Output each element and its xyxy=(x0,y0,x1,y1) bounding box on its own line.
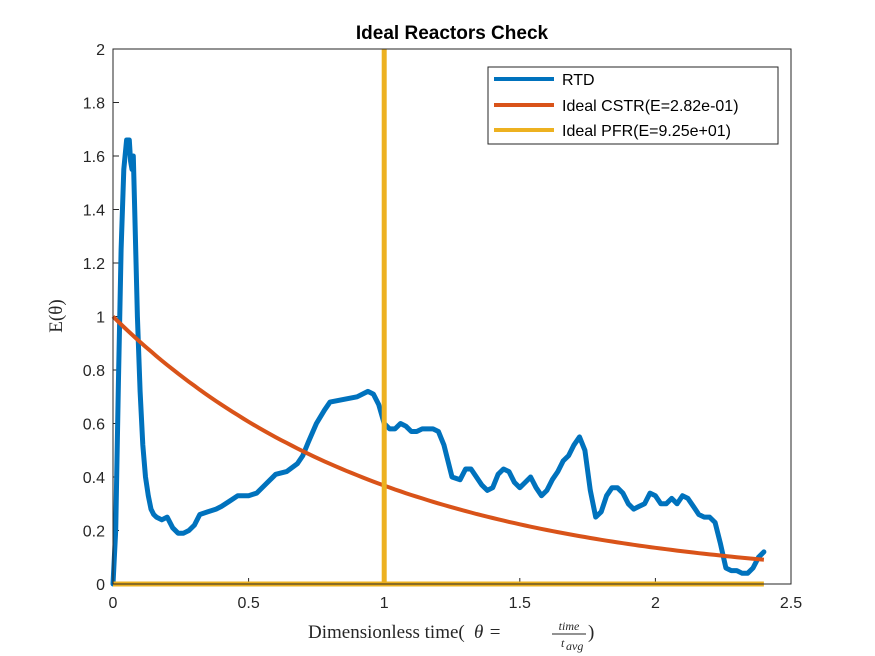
legend-label-rtd: RTD xyxy=(562,72,595,89)
x-tick-label: 2 xyxy=(651,595,660,612)
x-axis: 0 0.5 1 1.5 2 2.5 xyxy=(109,578,802,612)
legend: RTD Ideal CSTR(E=2.82e-01) Ideal PFR(E=9… xyxy=(487,66,779,145)
x-tick-label: 0 xyxy=(109,595,118,612)
legend-label-pfr: Ideal PFR(E=9.25e+01) xyxy=(562,123,731,140)
y-tick-label: 0.2 xyxy=(83,524,105,541)
y-tick-label: 1.2 xyxy=(83,256,105,273)
y-tick-label: 1.8 xyxy=(83,96,105,113)
x-axis-label: Dimensionless time( θ = time t avg ) xyxy=(308,619,594,653)
series-line-rtd xyxy=(110,137,767,587)
chart-title: Ideal Reactors Check xyxy=(356,23,549,44)
series-line-cstr xyxy=(111,315,765,562)
y-tick-label: 0.8 xyxy=(83,363,105,380)
y-tick-label: 0.6 xyxy=(83,417,105,434)
x-tick-label: 2.5 xyxy=(780,595,802,612)
x-tick-label: 0.5 xyxy=(237,595,259,612)
plot-box xyxy=(112,48,792,585)
y-tick-label: 1 xyxy=(96,310,105,327)
x-axis-label-equals: = xyxy=(485,622,505,643)
y-tick-label: 1.4 xyxy=(83,203,105,220)
y-tick-label: 0.4 xyxy=(83,470,105,487)
y-axis-label: E(θ) xyxy=(46,299,67,332)
x-axis-label-denominator-sub: avg xyxy=(566,639,583,653)
x-axis-label-numerator: time xyxy=(559,619,580,633)
y-tick-label: 2 xyxy=(96,42,105,59)
x-tick-label: 1 xyxy=(380,595,389,612)
x-axis-label-theta: θ xyxy=(474,622,483,643)
x-axis-label-prefix: Dimensionless time( xyxy=(308,622,465,643)
y-tick-label: 0 xyxy=(96,577,105,594)
x-tick-label: 1.5 xyxy=(509,595,531,612)
x-axis-label-denominator: t xyxy=(561,636,565,650)
y-tick-label: 1.6 xyxy=(83,149,105,166)
legend-label-cstr: Ideal CSTR(E=2.82e-01) xyxy=(562,98,739,115)
x-axis-label-suffix: ) xyxy=(588,622,594,643)
